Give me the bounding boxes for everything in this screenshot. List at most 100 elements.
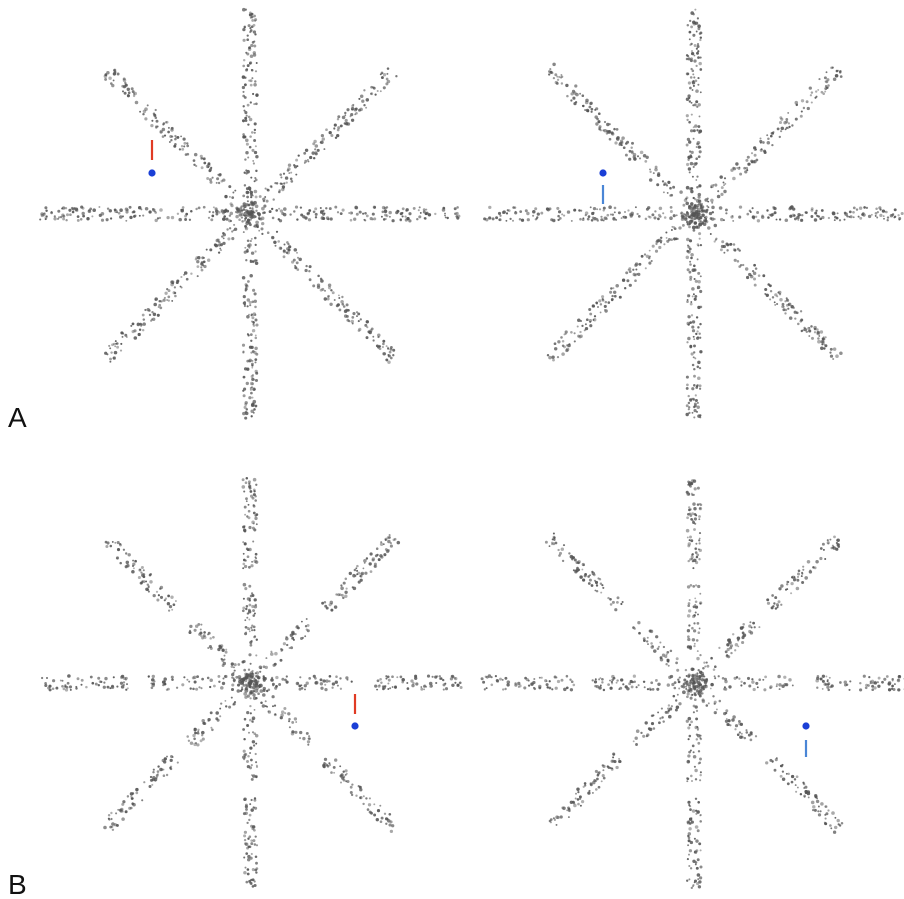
texture-dot	[233, 223, 236, 226]
texture-dot	[821, 542, 825, 546]
texture-dot	[135, 787, 139, 792]
texture-dot	[253, 128, 257, 132]
texture-dot	[134, 559, 137, 563]
texture-dot	[563, 687, 567, 692]
texture-dot	[802, 106, 806, 110]
texture-dot	[687, 94, 691, 98]
texture-dot	[696, 258, 699, 261]
texture-dot	[147, 590, 150, 593]
texture-dot	[739, 172, 743, 176]
texture-dot	[845, 683, 849, 687]
texture-dot	[368, 810, 372, 814]
texture-dot	[104, 540, 108, 544]
texture-dot	[248, 603, 252, 607]
texture-dot	[870, 213, 873, 216]
texture-dot	[296, 218, 299, 221]
texture-dot	[696, 336, 700, 340]
fixation-dot-marker	[148, 169, 156, 177]
texture-dot	[130, 324, 133, 327]
texture-dot	[380, 215, 383, 218]
texture-dot	[304, 159, 308, 163]
texture-dot	[589, 324, 593, 328]
texture-dot	[371, 558, 375, 562]
texture-dot	[597, 306, 599, 308]
texture-dot	[610, 680, 614, 684]
texture-dot	[778, 290, 782, 295]
texture-dot	[696, 330, 699, 333]
texture-dot	[201, 718, 205, 723]
texture-dot	[690, 50, 694, 53]
texture-dot	[692, 33, 696, 37]
texture-dot	[250, 345, 254, 350]
texture-dot	[661, 653, 666, 657]
texture-dot	[638, 262, 642, 266]
texture-dot	[685, 404, 689, 408]
texture-dot	[330, 133, 334, 138]
texture-dot	[687, 726, 691, 730]
texture-dot	[45, 215, 48, 218]
star-spoke	[693, 682, 844, 834]
texture-dot	[250, 774, 253, 777]
texture-dot	[144, 207, 149, 211]
texture-dot	[567, 816, 570, 819]
texture-dot	[247, 24, 251, 28]
texture-dot	[593, 680, 598, 684]
texture-dot	[311, 151, 315, 155]
texture-dot	[653, 649, 657, 653]
texture-dot	[343, 314, 348, 318]
texture-dot	[560, 547, 564, 551]
texture-dot	[230, 662, 234, 666]
texture-dot	[390, 346, 393, 349]
texture-dot	[724, 650, 728, 654]
texture-dot	[304, 268, 308, 273]
center-texture-dot	[252, 214, 256, 219]
texture-dot	[246, 515, 249, 518]
texture-dot	[245, 408, 249, 411]
texture-dot	[232, 702, 236, 706]
texture-dot	[794, 784, 797, 787]
texture-dot	[218, 645, 222, 649]
texture-dot	[579, 334, 583, 338]
texture-dot	[196, 731, 199, 735]
texture-dot	[155, 119, 159, 123]
texture-dot	[691, 626, 694, 630]
texture-dot	[218, 241, 221, 244]
texture-dot	[824, 805, 828, 808]
texture-dot	[635, 686, 638, 689]
center-texture-dot	[691, 673, 695, 677]
texture-dot	[699, 820, 702, 823]
texture-dot	[388, 350, 392, 354]
texture-dot	[246, 34, 249, 37]
texture-dot	[560, 74, 563, 76]
texture-dot	[109, 544, 113, 548]
texture-dot	[686, 536, 689, 539]
texture-dot	[849, 680, 852, 683]
texture-dot	[611, 678, 614, 682]
texture-dot	[376, 809, 381, 813]
texture-dot	[224, 674, 228, 679]
texture-dot	[314, 216, 318, 219]
texture-dot	[148, 309, 151, 312]
texture-dot	[590, 584, 594, 587]
texture-dot	[599, 311, 602, 314]
texture-dot	[151, 311, 154, 314]
texture-dot	[689, 321, 692, 324]
texture-dot	[778, 683, 782, 687]
texture-dot	[222, 232, 225, 235]
texture-dot	[650, 645, 654, 649]
texture-dot	[283, 706, 287, 711]
texture-dot	[771, 594, 774, 597]
texture-dot	[246, 298, 251, 302]
texture-dot	[81, 211, 85, 216]
texture-dot	[249, 640, 253, 645]
texture-dot	[385, 82, 389, 86]
texture-dot	[260, 227, 264, 231]
texture-dot	[208, 178, 213, 182]
texture-dot	[194, 258, 198, 261]
texture-dot	[141, 328, 145, 332]
texture-dot	[349, 218, 353, 222]
texture-dot	[235, 675, 239, 679]
texture-dot	[697, 360, 701, 365]
texture-dot	[779, 764, 783, 768]
texture-dot	[323, 297, 328, 301]
